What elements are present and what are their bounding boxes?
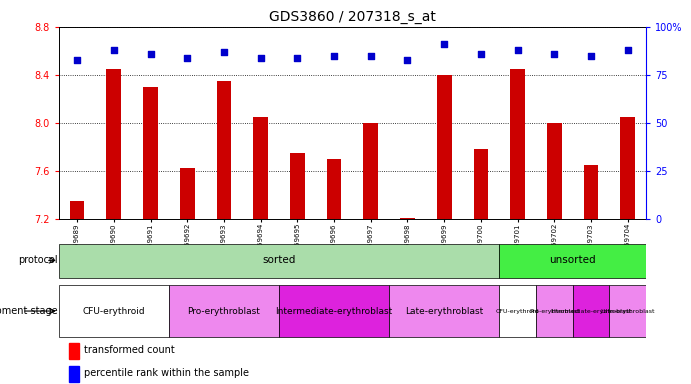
Bar <box>69 343 79 359</box>
Bar <box>327 159 341 219</box>
Point <box>512 47 523 53</box>
Text: Pro-erythroblast: Pro-erythroblast <box>187 306 261 316</box>
Point <box>402 56 413 63</box>
Text: Intermediate-erythroblast: Intermediate-erythroblast <box>276 306 392 316</box>
Bar <box>536 285 573 337</box>
Text: Intermediate-erythroblast: Intermediate-erythroblast <box>550 308 632 314</box>
Bar <box>254 117 268 219</box>
Text: unsorted: unsorted <box>549 255 596 265</box>
Bar <box>59 244 499 278</box>
Point <box>182 55 193 61</box>
Bar <box>499 244 646 278</box>
Point <box>622 47 633 53</box>
Bar <box>106 69 121 219</box>
Text: CFU-erythroid: CFU-erythroid <box>82 306 145 316</box>
Text: Late-erythroblast: Late-erythroblast <box>600 308 655 314</box>
Bar <box>169 285 279 337</box>
Bar <box>69 366 79 382</box>
Bar <box>216 81 231 219</box>
Point <box>366 53 377 59</box>
Bar <box>499 285 536 337</box>
Text: protocol: protocol <box>19 255 58 265</box>
Point <box>292 55 303 61</box>
Point <box>328 53 339 59</box>
Text: Pro-erythroblast: Pro-erythroblast <box>529 308 580 314</box>
Point <box>255 55 266 61</box>
Bar <box>609 285 646 337</box>
Bar <box>547 123 562 219</box>
Point <box>549 51 560 57</box>
Point <box>145 51 156 57</box>
Bar <box>473 149 489 219</box>
Text: percentile rank within the sample: percentile rank within the sample <box>84 368 249 378</box>
Text: development stage: development stage <box>0 306 58 316</box>
Point <box>72 56 83 63</box>
Point <box>439 41 450 47</box>
Text: transformed count: transformed count <box>84 345 175 355</box>
Bar <box>621 117 635 219</box>
Point <box>108 47 120 53</box>
Bar <box>584 165 598 219</box>
Point <box>218 49 229 55</box>
Bar <box>363 123 378 219</box>
Text: sorted: sorted <box>263 255 296 265</box>
Bar <box>180 169 195 219</box>
Text: CFU-erythroid: CFU-erythroid <box>495 308 540 314</box>
Text: Late-erythroblast: Late-erythroblast <box>405 306 483 316</box>
Bar <box>389 285 499 337</box>
Title: GDS3860 / 207318_s_at: GDS3860 / 207318_s_at <box>269 10 436 25</box>
Bar <box>143 87 158 219</box>
Bar <box>279 285 389 337</box>
Bar <box>400 218 415 219</box>
Bar <box>573 285 609 337</box>
Bar <box>437 75 451 219</box>
Point <box>585 53 596 59</box>
Bar <box>59 285 169 337</box>
Point <box>475 51 486 57</box>
Bar <box>510 69 525 219</box>
Bar <box>290 153 305 219</box>
Bar <box>70 201 84 219</box>
